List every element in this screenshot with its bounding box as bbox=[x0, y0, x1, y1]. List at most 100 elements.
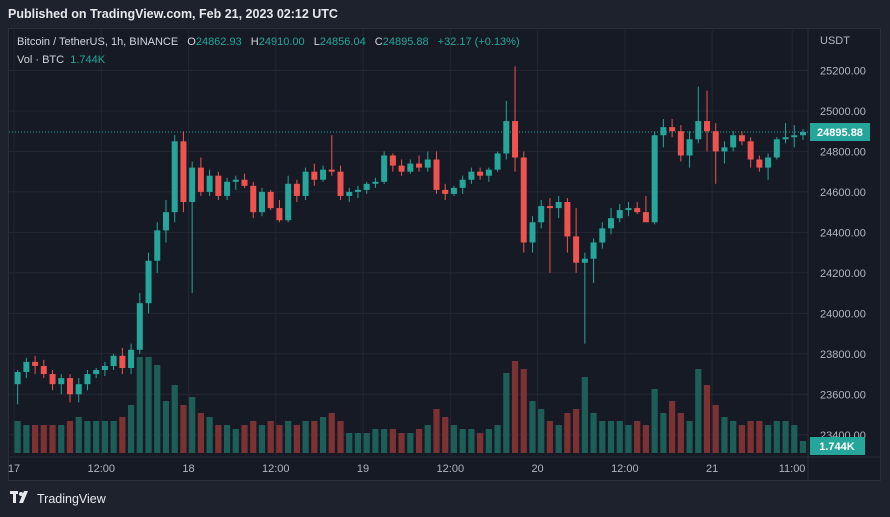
volume-bar bbox=[730, 421, 737, 453]
volume-bar bbox=[93, 421, 100, 453]
x-tick-label: 12:00 bbox=[87, 463, 115, 475]
candle-body bbox=[40, 365, 47, 375]
candle-body bbox=[782, 137, 789, 140]
candle-body bbox=[389, 155, 396, 166]
volume-bar bbox=[424, 425, 431, 453]
volume-bar bbox=[319, 417, 327, 453]
volume-bar bbox=[747, 421, 754, 453]
published-caption: Published on TradingView.com, Feb 21, 20… bbox=[8, 7, 338, 21]
candle-body bbox=[564, 202, 571, 237]
candle-body bbox=[608, 218, 615, 229]
candle-body bbox=[695, 121, 702, 140]
last-price-tag bbox=[810, 123, 870, 142]
candle-body bbox=[677, 131, 684, 156]
volume-bar bbox=[285, 421, 292, 453]
volume-bar bbox=[442, 417, 449, 453]
volume-bar bbox=[49, 425, 56, 453]
candle-body bbox=[381, 155, 388, 182]
volume-bar bbox=[154, 365, 161, 453]
candle-body bbox=[625, 208, 632, 211]
volume-bar bbox=[764, 425, 772, 453]
chart-area[interactable] bbox=[8, 28, 881, 481]
candle-body bbox=[84, 374, 91, 385]
candle-body bbox=[171, 141, 178, 213]
candle-body bbox=[712, 131, 719, 152]
volume-bar bbox=[241, 425, 248, 453]
volume-bar bbox=[372, 429, 379, 453]
candle-body bbox=[363, 183, 370, 190]
candle-body bbox=[581, 258, 588, 263]
volume-bar bbox=[84, 421, 91, 453]
volume-bar bbox=[258, 425, 266, 453]
candle-body bbox=[669, 127, 676, 132]
volume-bar bbox=[66, 421, 74, 453]
volume-bar bbox=[686, 421, 693, 453]
candle-body bbox=[424, 159, 431, 168]
volume-bar bbox=[555, 425, 562, 453]
x-tick-label: 12:00 bbox=[262, 463, 290, 475]
candle-body bbox=[704, 121, 711, 132]
candle-body bbox=[346, 191, 353, 196]
tv-logo-icon bbox=[10, 491, 32, 506]
footer-brand[interactable]: TradingView bbox=[10, 491, 106, 506]
y-tick-label: 24800.00 bbox=[820, 146, 866, 158]
candle-body bbox=[241, 179, 248, 186]
high-label: H bbox=[250, 36, 259, 48]
low-label: L bbox=[313, 36, 320, 48]
volume-bar bbox=[363, 433, 370, 453]
close-label: C bbox=[374, 36, 383, 48]
volume-bar bbox=[381, 429, 388, 453]
volume-bar bbox=[180, 405, 187, 453]
volume-bar bbox=[738, 425, 746, 453]
volume-bar bbox=[590, 413, 597, 453]
volume-bar bbox=[197, 413, 204, 453]
candle-body bbox=[799, 132, 806, 136]
volume-bar bbox=[58, 425, 65, 453]
y-tick-label: 25200.00 bbox=[820, 65, 866, 77]
candle-body bbox=[651, 135, 658, 223]
x-tick-label: 19 bbox=[357, 463, 369, 475]
candle-body bbox=[328, 169, 335, 172]
candle-body bbox=[450, 187, 457, 194]
volume-label: Vol · BTC bbox=[17, 54, 65, 66]
candle-body bbox=[14, 372, 21, 385]
volume-legend: Vol · BTC 1.744K bbox=[17, 54, 105, 66]
volume-bar bbox=[546, 421, 554, 453]
change-value: +32.17 (+0.13%) bbox=[437, 36, 520, 48]
candle-body bbox=[285, 183, 292, 221]
volume-bar bbox=[171, 385, 178, 453]
volume-bar bbox=[346, 433, 353, 453]
candle-body bbox=[215, 175, 222, 196]
x-tick-label: 11:00 bbox=[779, 463, 806, 475]
volume-bar bbox=[459, 429, 466, 453]
volume-bar bbox=[75, 417, 82, 453]
candle-body bbox=[162, 212, 169, 231]
volume-bar bbox=[40, 425, 47, 453]
x-tick-label: 17 bbox=[8, 463, 20, 475]
volume-bar bbox=[354, 433, 362, 453]
volume-bar bbox=[721, 417, 728, 453]
x-tick-label: 20 bbox=[531, 463, 543, 475]
y-tick-label: 24600.00 bbox=[820, 187, 866, 199]
candle-body bbox=[730, 135, 737, 148]
candle-body bbox=[616, 210, 623, 219]
volume-bar bbox=[607, 421, 615, 453]
candle-body bbox=[477, 171, 484, 176]
candle-body bbox=[398, 165, 405, 172]
candle-body bbox=[660, 127, 667, 136]
candle-body bbox=[546, 206, 553, 209]
candle-body bbox=[311, 171, 318, 180]
volume-bar bbox=[520, 369, 527, 453]
volume-bar bbox=[206, 417, 213, 453]
candle-body bbox=[485, 169, 492, 176]
volume-bar bbox=[677, 413, 684, 453]
symbol-label[interactable]: Bitcoin / TetherUS, 1h, BINANCE bbox=[17, 36, 179, 48]
tradingview-brand: TradingView bbox=[37, 491, 106, 506]
volume-bar bbox=[127, 405, 135, 453]
volume-bar bbox=[101, 421, 108, 453]
candle-body bbox=[520, 157, 527, 243]
y-tick-label: 25000.00 bbox=[820, 106, 866, 118]
volume-bar bbox=[660, 413, 667, 453]
volume-bar bbox=[494, 425, 501, 453]
